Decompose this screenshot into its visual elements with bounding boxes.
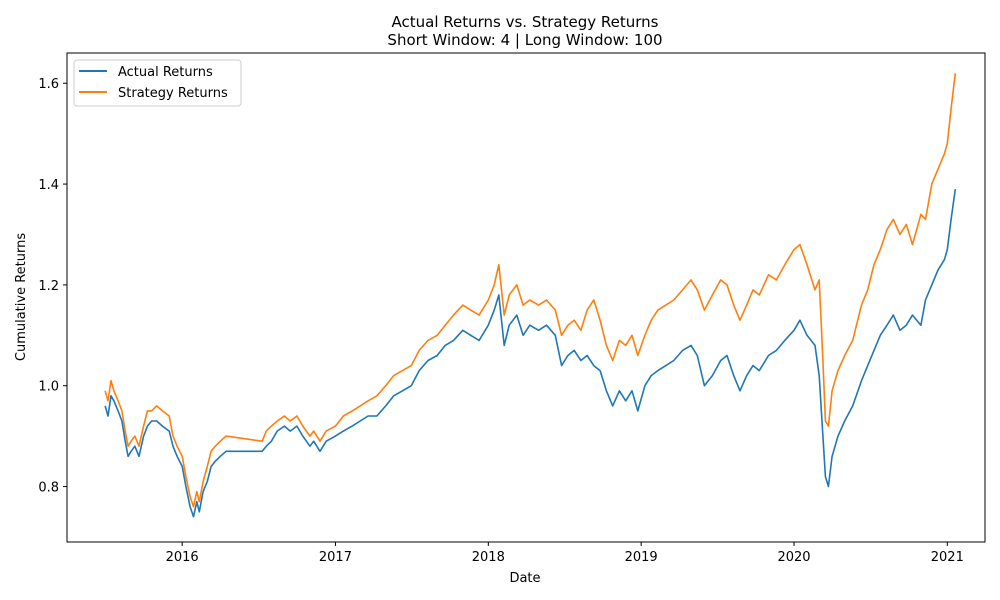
legend-frame [73, 59, 242, 107]
chart-title: Actual Returns vs. Strategy Returns [392, 13, 659, 31]
x-tick-label: 2017 [319, 550, 352, 565]
x-tick-label: 2020 [777, 550, 810, 565]
series-lines [104, 73, 957, 518]
legend-label-strategy-returns: Strategy Returns [118, 86, 228, 101]
x-tick-label: 2021 [931, 550, 964, 565]
x-tick-label: 2016 [166, 550, 199, 565]
series-line-actual-returns [104, 188, 957, 518]
chart-subtitle: Short Window: 4 | Long Window: 100 [387, 31, 662, 49]
legend-label-actual-returns: Actual Returns [118, 65, 213, 80]
y-tick-label: 1.0 [38, 380, 59, 395]
plot-frame [66, 52, 986, 543]
y-tick-label: 1.4 [38, 178, 59, 193]
y-tick-label: 0.8 [38, 481, 59, 496]
series-line-strategy-returns [104, 73, 957, 508]
x-tick-label: 2018 [472, 550, 505, 565]
x-tick-label: 2019 [625, 550, 658, 565]
legend: Actual Returns Strategy Returns [73, 59, 242, 107]
y-axis: 0.8 1.0 1.2 1.4 1.6 [38, 77, 67, 496]
x-axis: 2016 2017 2018 2019 2020 2021 [166, 542, 964, 565]
x-axis-label: Date [509, 571, 540, 586]
y-tick-label: 1.6 [38, 77, 59, 92]
y-tick-label: 1.2 [38, 279, 59, 294]
y-axis-label: Cumulative Returns [14, 233, 29, 361]
